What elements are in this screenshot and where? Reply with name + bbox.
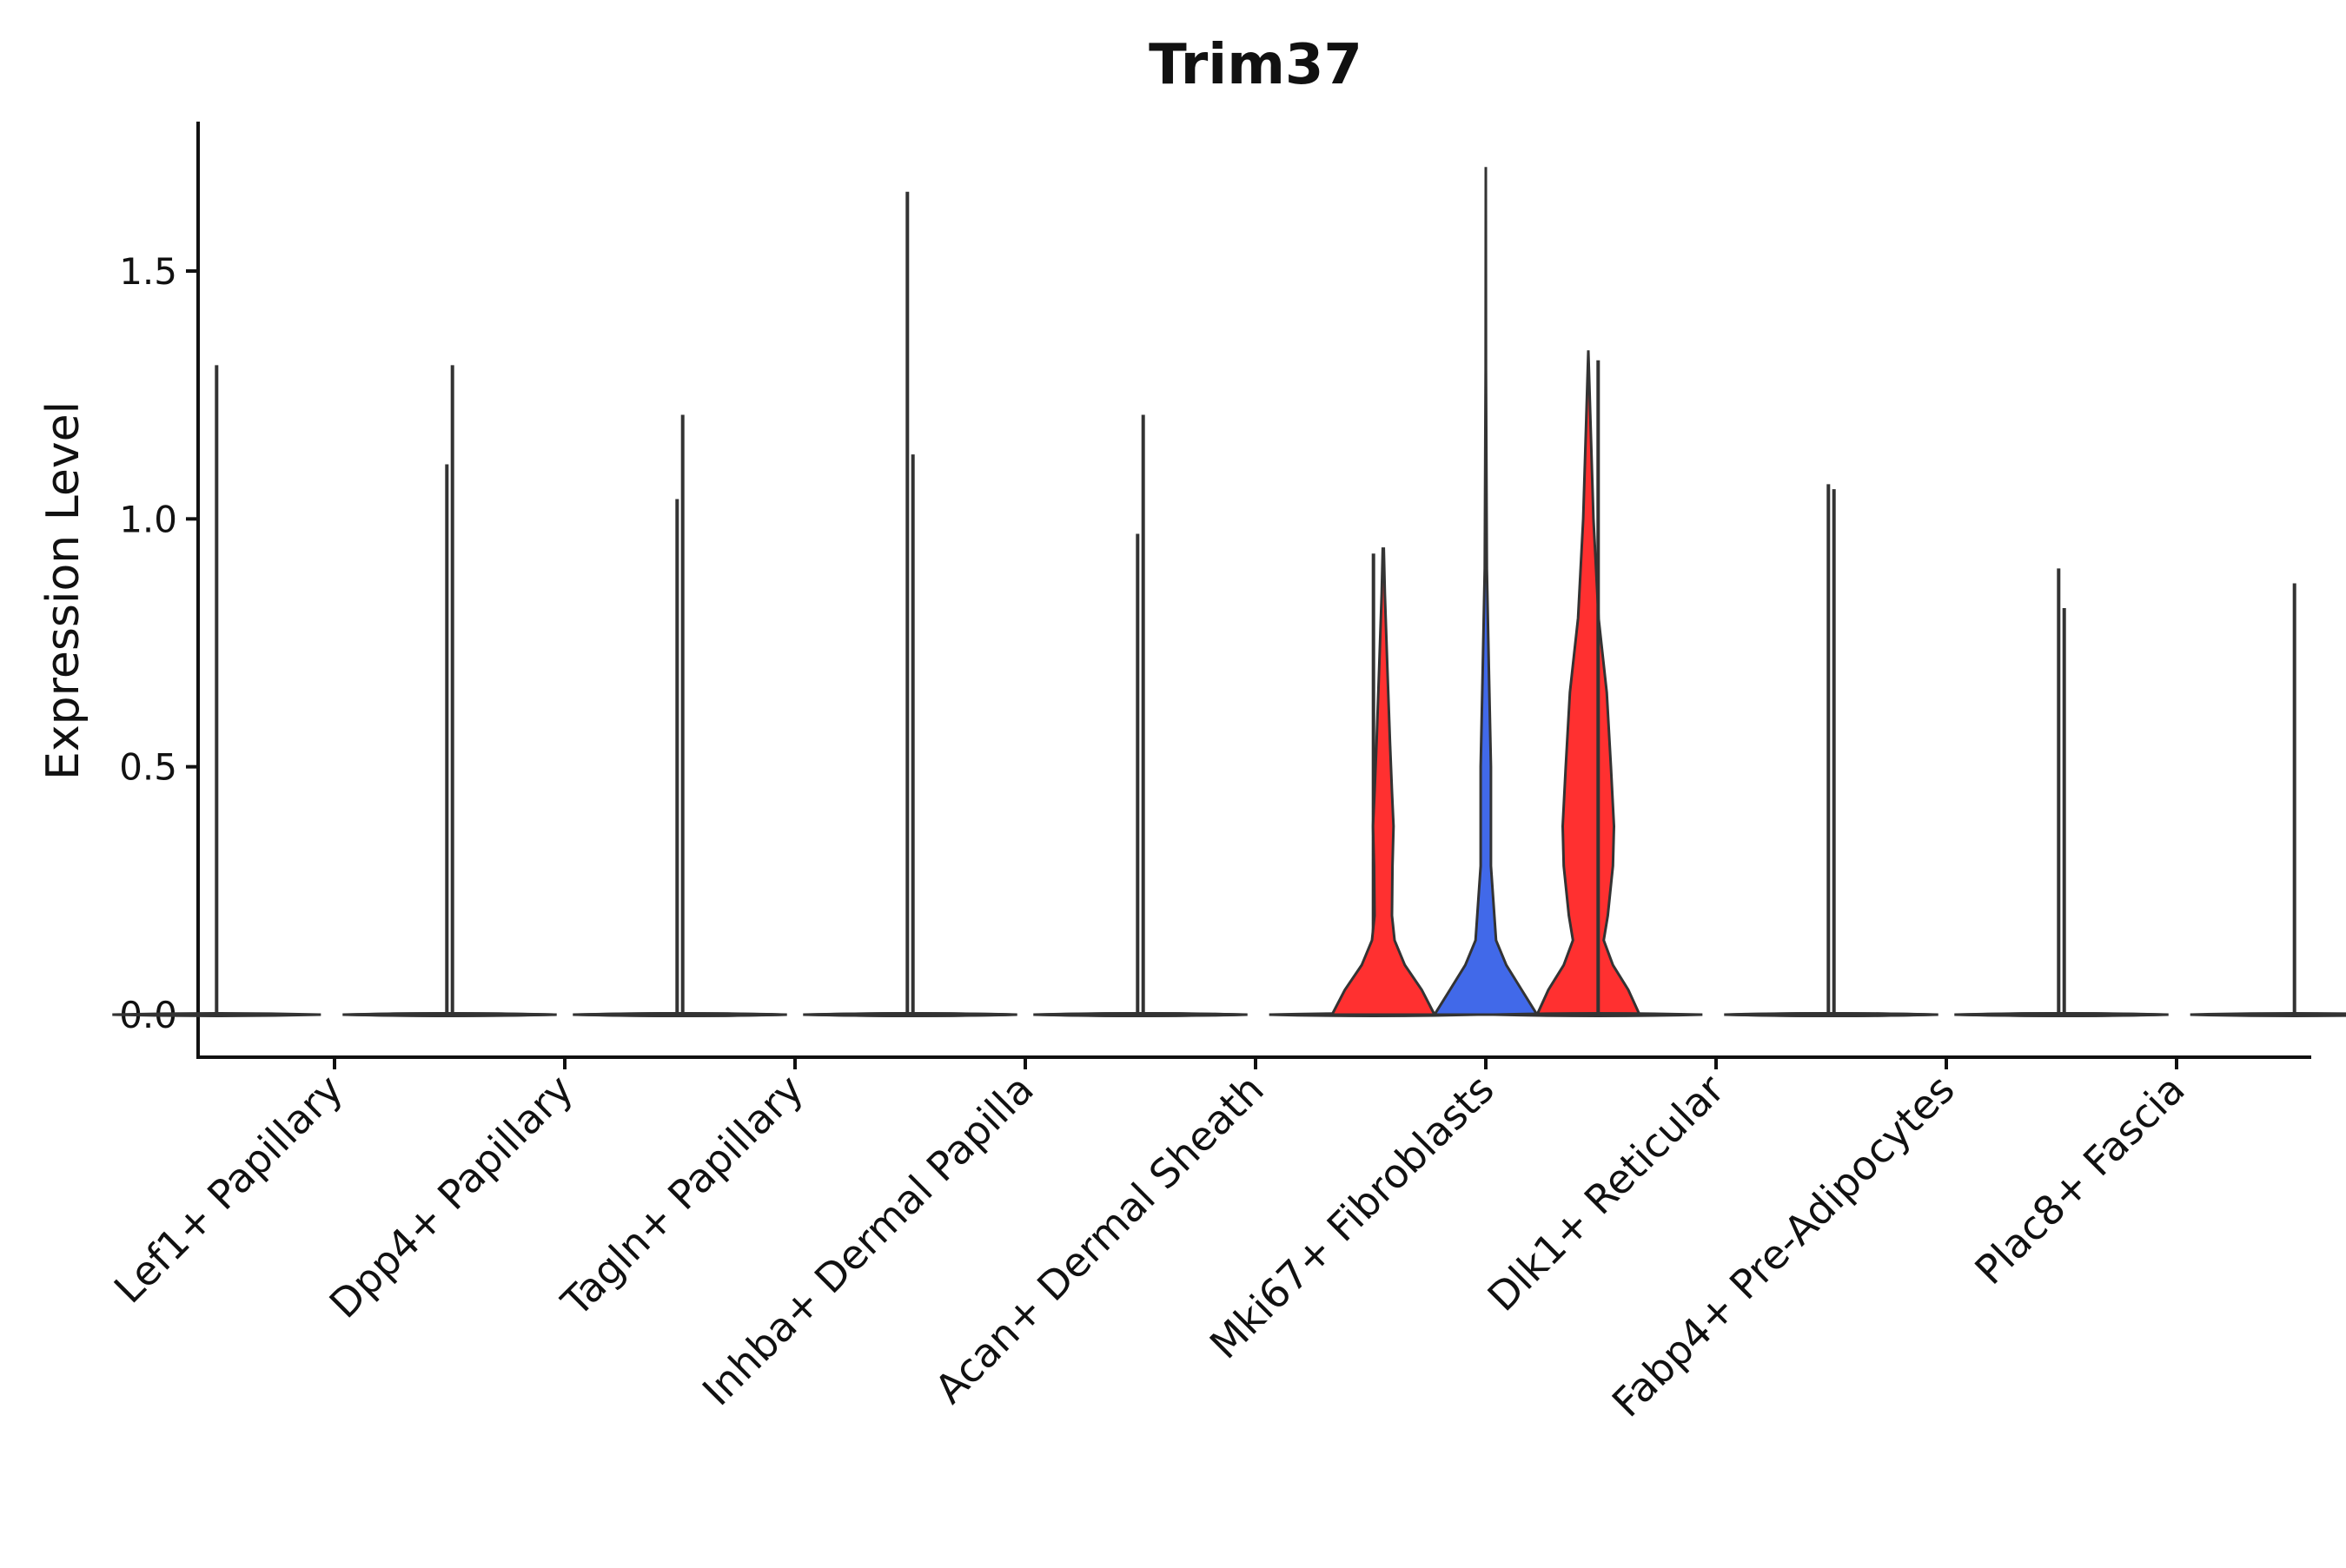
y-tick-label: 1.5 bbox=[119, 250, 177, 293]
x-tick-label: Plac8+ Fascia bbox=[1965, 1066, 2193, 1293]
flat-violin bbox=[2190, 1012, 2346, 1017]
x-tick-label: Tagln+ Papillary bbox=[552, 1066, 812, 1327]
violin-3 bbox=[1534, 350, 1642, 1016]
violin-1 bbox=[1329, 547, 1437, 1016]
chart-title: Trim37 bbox=[1149, 33, 1362, 97]
flat-violin bbox=[1954, 1012, 2164, 1017]
x-tick-label: Dlk1+ Reticular bbox=[1479, 1066, 1733, 1320]
y-tick-label: 1.0 bbox=[119, 498, 177, 540]
flat-violin bbox=[1724, 1012, 1933, 1017]
violin-2 bbox=[1432, 167, 1540, 1016]
y-axis-title: Expression Level bbox=[37, 401, 89, 780]
x-tick-label: Lef1+ Papillary bbox=[105, 1066, 352, 1313]
flat-violin bbox=[342, 1012, 552, 1017]
flat-violin bbox=[573, 1012, 782, 1017]
x-tick-label: Dpp4+ Papillary bbox=[321, 1066, 582, 1327]
flat-violin bbox=[1033, 1012, 1243, 1017]
flat-violin bbox=[803, 1012, 1012, 1017]
flat-violin bbox=[1494, 1012, 1703, 1017]
flat-violin bbox=[112, 1012, 321, 1017]
y-tick-label: 0.5 bbox=[119, 746, 177, 789]
